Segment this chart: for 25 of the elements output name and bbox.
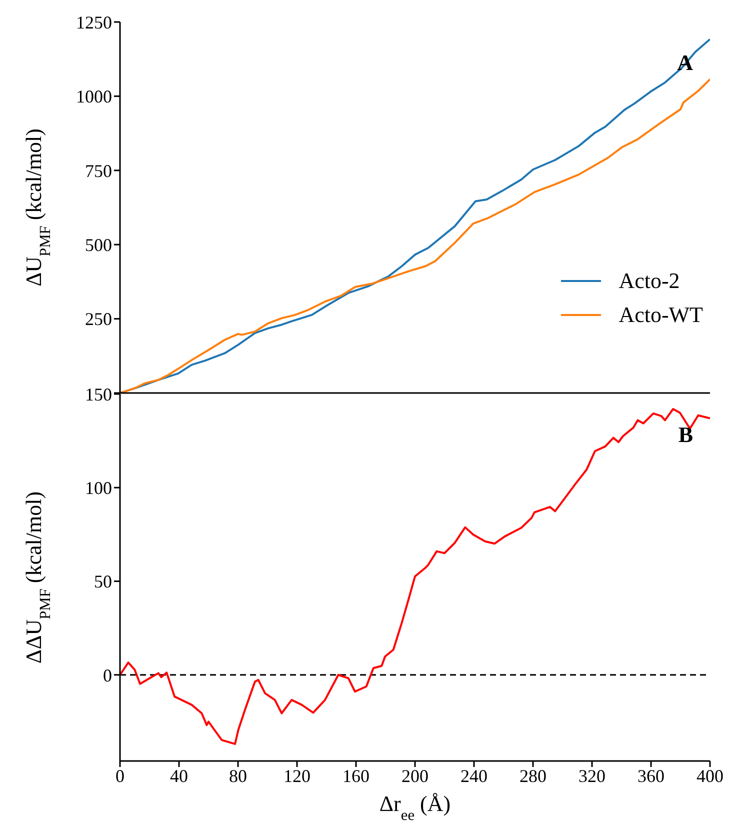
y-tick-label: 750	[85, 160, 112, 181]
y-tick-label: 150	[85, 384, 112, 404]
x-tick-label: 200	[402, 766, 428, 786]
x-tick-label: 240	[460, 766, 488, 786]
x-tick-label: 160	[342, 766, 370, 786]
y-tick-label: 50	[94, 572, 112, 592]
x-axis-title: Δr$_{ee}$ (Å)	[379, 791, 451, 824]
y-tick-label: 500	[85, 234, 112, 255]
legend-label: Acto-WT	[618, 301, 703, 329]
y-tick-label: 0	[103, 665, 112, 686]
x-tick-label: 120	[284, 766, 310, 786]
line-series	[120, 408, 710, 745]
x-tick-label: 0	[116, 766, 124, 786]
legend-label: Acto-2	[618, 267, 680, 295]
x-tick-label: 320	[578, 766, 606, 786]
annotation: B	[678, 422, 693, 448]
y-tick-label: 100	[85, 478, 112, 498]
x-tick-label: 280	[520, 766, 546, 786]
x-tick-label: 360	[638, 766, 664, 786]
y-tick-label: 1250	[76, 12, 112, 32]
x-tick-label: 400	[696, 766, 724, 786]
y-tick-label: 250	[85, 309, 112, 330]
y-tick-label: 1000	[76, 86, 112, 107]
x-tick-label: 80	[229, 766, 247, 786]
x-tick-label: 40	[170, 766, 188, 786]
